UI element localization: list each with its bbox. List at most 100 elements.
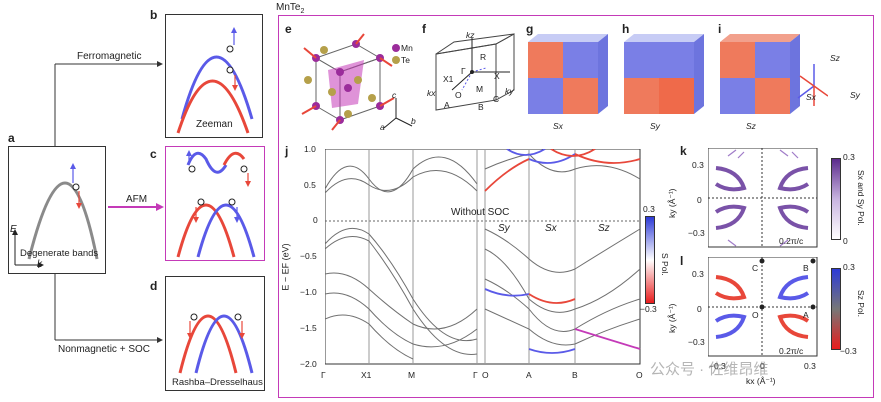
l-ytick: −0.3	[688, 337, 705, 347]
l-xtick: 0.3	[804, 361, 816, 371]
material-title: MnTe2	[276, 2, 305, 15]
panel-d-label: d	[150, 279, 158, 293]
l-ytick: 0	[697, 304, 702, 314]
cube-label-sz: Sz	[746, 121, 756, 131]
zeeman-label: Zeeman	[196, 119, 233, 130]
bz-b: B	[478, 102, 484, 112]
ferromagnetic-label: Ferromagnetic	[77, 51, 142, 62]
bz-ky: ky	[505, 86, 514, 96]
axis-e-label: E	[10, 224, 17, 235]
panel-a-label: a	[8, 131, 15, 145]
bz-r: R	[480, 52, 487, 62]
spin-axis-sz: Sz	[830, 53, 840, 63]
axis-k-label: k	[37, 259, 42, 270]
panel-f-label: f	[422, 22, 426, 36]
panel-l-label: l	[680, 254, 684, 268]
bz-x1: X1	[443, 74, 454, 84]
legend-te: Te	[401, 55, 410, 65]
k-ytick: 0	[697, 195, 702, 205]
colorbar-title: S Pol.	[660, 253, 670, 276]
legend-mn: Mn	[401, 43, 413, 53]
nonmagnetic-soc-label: Nonmagnetic + SOC	[58, 344, 150, 355]
l-point-o: O	[752, 310, 759, 320]
rashba-panel: Rashba–Dresselhaus	[165, 276, 265, 391]
band-ylabel: E − EF (eV)	[280, 243, 291, 291]
l-colorbar-max: 0.3	[843, 262, 855, 272]
ytick: 1.0	[304, 144, 316, 154]
connector-arrows	[54, 61, 164, 343]
ytick: −1.0	[300, 287, 317, 297]
l-xtick: −0.3	[709, 361, 726, 371]
spin-pol-colorbar	[645, 216, 655, 304]
bz-a: A	[444, 100, 450, 110]
axis-a-label: a	[380, 122, 385, 132]
cube-label-sx: Sx	[553, 121, 563, 131]
panel-g-label: g	[526, 22, 534, 36]
degenerate-band-diagram	[12, 163, 99, 268]
xtick: Γ	[321, 370, 326, 380]
watermark: 公众号 · 佐维昂维	[650, 361, 769, 378]
xtick: M	[408, 370, 416, 380]
cube-label-sy: Sy	[650, 121, 660, 131]
l-ylabel: ky (Å⁻¹)	[667, 303, 677, 333]
axis-b-label: b	[411, 116, 416, 126]
xtick: O	[482, 370, 489, 380]
rashba-label: Rashba–Dresselhaus	[172, 377, 263, 388]
ytick: 0.5	[304, 180, 316, 190]
ytick: −1.5	[300, 323, 317, 333]
k-ylabel: ky (Å⁻¹)	[667, 188, 677, 218]
without-soc-label: Without SOC	[451, 207, 510, 218]
xtick: O	[636, 370, 643, 380]
panel-h-label: h	[622, 22, 630, 36]
panel-i-label: i	[718, 22, 722, 36]
k-scale-label: 0.2π/c	[779, 236, 804, 246]
spin-axis-sx: Sx	[806, 92, 816, 102]
brillouin-zone	[435, 33, 515, 111]
ytick: −0.5	[300, 251, 317, 261]
panel-j-label: j	[285, 144, 289, 158]
panel-k-label: k	[680, 144, 687, 158]
k-spin-texture-map	[708, 148, 818, 248]
colorbar-min: −0.3	[640, 304, 657, 314]
rashba-band-diagram	[178, 313, 254, 374]
l-xlabel: kx (Å⁻¹)	[746, 376, 776, 386]
spin-texture-cubes	[528, 34, 828, 114]
k-ytick: 0.3	[692, 160, 704, 170]
l-xtick: 0	[760, 361, 765, 371]
spin-axis-sy: Sy	[850, 90, 860, 100]
k-colorbar-max: 0.3	[843, 152, 855, 162]
bz-x: X	[494, 71, 500, 81]
degenerate-panel: E k Degenerate bands	[8, 146, 106, 274]
l-scale-label: 0.2π/c	[779, 346, 804, 356]
l-point-c: C	[752, 263, 759, 273]
k-colorbar-min: 0	[843, 236, 848, 246]
k-ytick: −0.3	[688, 228, 705, 238]
l-colorbar-min: −0.3	[840, 346, 857, 356]
axis-c-label: c	[392, 90, 397, 100]
xtick: X1	[361, 370, 372, 380]
panel-e-label: e	[285, 22, 292, 36]
segment-sy: Sy	[498, 223, 510, 234]
bz-o: O	[455, 90, 462, 100]
bz-c: C	[493, 94, 500, 104]
afm-band-diagram	[176, 150, 256, 258]
bz-kx: kx	[427, 88, 436, 98]
xtick: Γ	[473, 370, 478, 380]
afm-panel	[165, 146, 265, 261]
panel-b-label: b	[150, 8, 158, 22]
ytick: 0	[313, 215, 318, 225]
bz-kz: kz	[466, 30, 475, 40]
afm-label: AFM	[126, 194, 148, 205]
zeeman-band-diagram	[176, 27, 254, 134]
segment-sz: Sz	[598, 223, 610, 234]
zeeman-panel: Zeeman	[165, 14, 263, 138]
l-colorbar	[831, 268, 841, 350]
degenerate-bands-label: Degenerate bands	[20, 248, 99, 259]
k-colorbar	[831, 158, 841, 240]
panel-c-label: c	[150, 147, 157, 161]
l-point-a: A	[803, 310, 809, 320]
band-structure-plot	[325, 149, 641, 365]
l-colorbar-title: Sz Pol.	[856, 290, 866, 317]
l-point-b: B	[803, 263, 809, 273]
xtick: A	[526, 370, 532, 380]
